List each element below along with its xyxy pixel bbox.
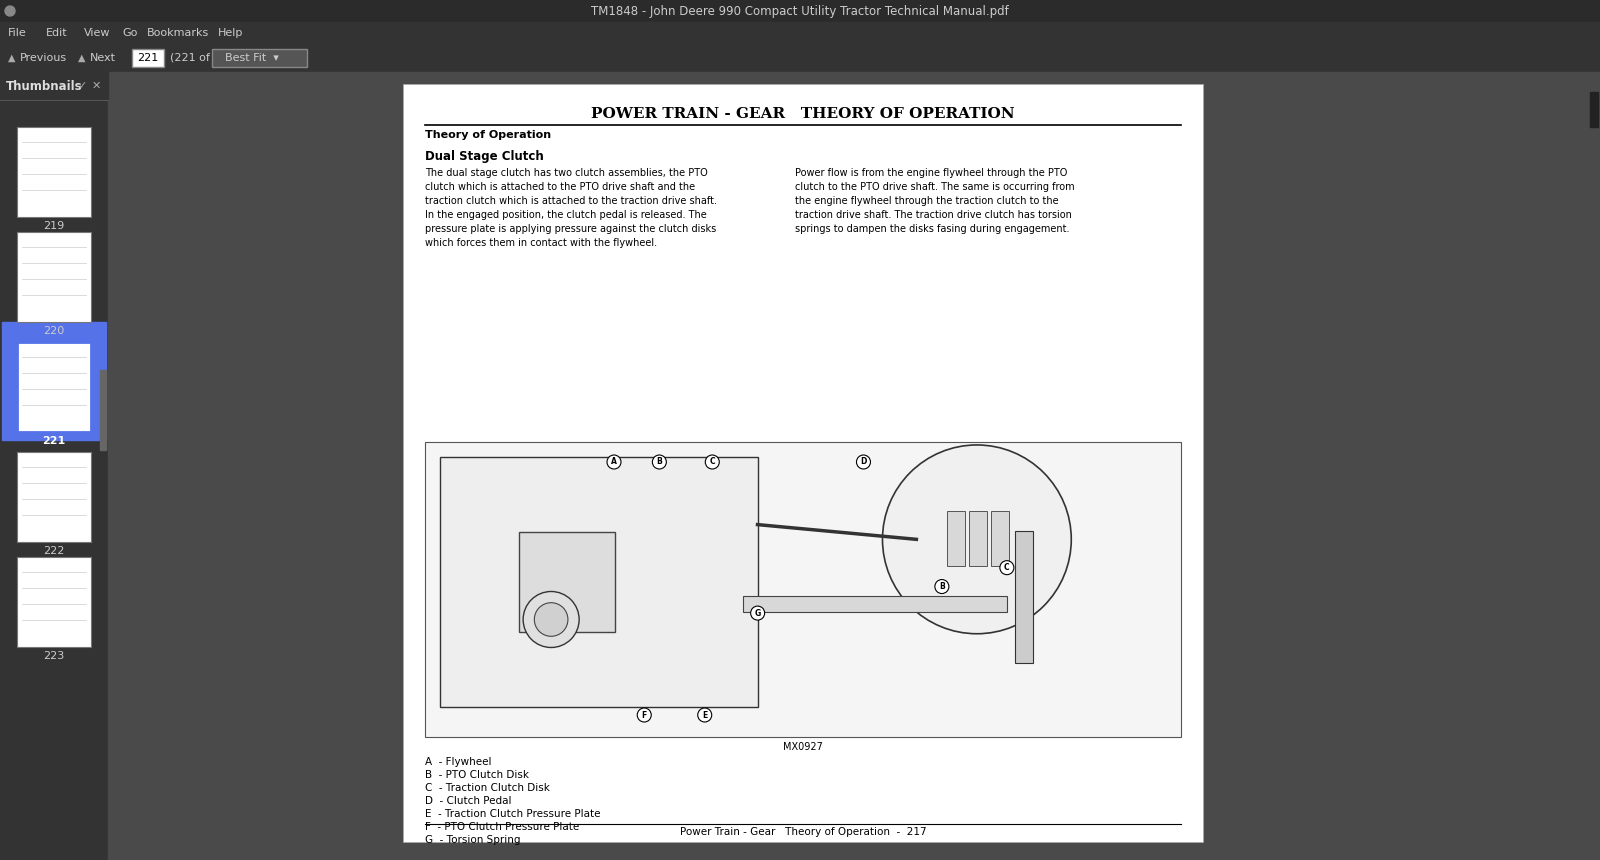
Bar — [1014, 531, 1032, 663]
Bar — [0, 72, 109, 100]
Text: E: E — [702, 710, 707, 720]
Circle shape — [5, 6, 14, 16]
Bar — [18, 557, 91, 647]
Bar — [990, 512, 1010, 567]
Circle shape — [1000, 561, 1014, 574]
Text: Help: Help — [218, 28, 243, 38]
Text: A  - Flywheel: A - Flywheel — [426, 757, 491, 767]
Circle shape — [934, 580, 949, 593]
Bar — [2, 322, 106, 440]
Bar — [0, 22, 1600, 44]
Circle shape — [883, 445, 1072, 634]
Bar — [99, 370, 106, 450]
Text: ✓: ✓ — [77, 81, 86, 91]
Text: Power Train - Gear   Theory of Operation  -  217: Power Train - Gear Theory of Operation -… — [680, 827, 926, 837]
Text: G: G — [755, 609, 760, 617]
Text: File: File — [8, 28, 27, 38]
Text: MX0927: MX0927 — [782, 742, 822, 752]
Text: 220: 220 — [43, 326, 64, 336]
Text: 221: 221 — [42, 436, 66, 446]
Text: D: D — [861, 458, 867, 466]
Bar — [0, 44, 1600, 72]
Text: Previous: Previous — [19, 53, 67, 63]
Bar — [18, 232, 91, 322]
Text: E  - Traction Clutch Pressure Plate: E - Traction Clutch Pressure Plate — [426, 809, 600, 819]
Text: Power flow is from the engine flywheel through the PTO
clutch to the PTO drive s: Power flow is from the engine flywheel t… — [795, 168, 1075, 234]
Text: (221 of 362): (221 of 362) — [170, 53, 238, 63]
Bar — [403, 84, 1203, 842]
Circle shape — [706, 455, 720, 469]
Text: B: B — [939, 582, 944, 591]
Circle shape — [856, 455, 870, 469]
Text: 223: 223 — [43, 651, 64, 661]
Bar — [947, 512, 965, 567]
Bar — [18, 127, 91, 217]
Text: A: A — [611, 458, 618, 466]
Bar — [520, 532, 614, 632]
Text: F: F — [642, 710, 646, 720]
Text: ▲: ▲ — [78, 53, 85, 63]
Text: TM1848 - John Deere 990 Compact Utility Tractor Technical Manual.pdf: TM1848 - John Deere 990 Compact Utility … — [590, 4, 1010, 17]
Circle shape — [606, 455, 621, 469]
Text: C  - Traction Clutch Disk: C - Traction Clutch Disk — [426, 783, 550, 793]
Circle shape — [534, 603, 568, 636]
Bar — [18, 452, 91, 542]
Circle shape — [653, 455, 666, 469]
Text: View: View — [83, 28, 110, 38]
Text: F  - PTO Clutch Pressure Plate: F - PTO Clutch Pressure Plate — [426, 822, 579, 832]
Text: B: B — [656, 458, 662, 466]
Text: D  - Clutch Pedal: D - Clutch Pedal — [426, 796, 512, 806]
Bar — [18, 342, 91, 432]
Circle shape — [750, 606, 765, 620]
Bar — [440, 457, 757, 707]
Bar — [131, 49, 165, 67]
Text: POWER TRAIN - GEAR   THEORY OF OPERATION: POWER TRAIN - GEAR THEORY OF OPERATION — [590, 107, 1014, 121]
Bar — [0, 72, 109, 860]
Text: Theory of Operation: Theory of Operation — [426, 130, 550, 140]
Text: 222: 222 — [43, 546, 64, 556]
Text: G  - Torsion Spring: G - Torsion Spring — [426, 835, 520, 845]
Text: C: C — [1005, 563, 1010, 572]
Text: Go: Go — [122, 28, 138, 38]
Text: Next: Next — [90, 53, 115, 63]
Bar — [211, 49, 307, 67]
Text: Dual Stage Clutch: Dual Stage Clutch — [426, 150, 544, 163]
Text: 221: 221 — [138, 53, 158, 63]
Text: Bookmarks: Bookmarks — [147, 28, 210, 38]
Circle shape — [523, 592, 579, 648]
Text: Thumbnails: Thumbnails — [6, 79, 83, 93]
Text: ▲: ▲ — [8, 53, 16, 63]
Text: B  - PTO Clutch Disk: B - PTO Clutch Disk — [426, 770, 530, 780]
Bar — [426, 442, 1181, 737]
Text: Best Fit  ▾: Best Fit ▾ — [226, 53, 278, 63]
Text: 219: 219 — [43, 221, 64, 231]
Bar — [0, 0, 1600, 22]
Bar — [742, 596, 1006, 612]
Text: C: C — [709, 458, 715, 466]
Circle shape — [698, 708, 712, 722]
Bar — [1590, 92, 1598, 127]
Text: Edit: Edit — [46, 28, 67, 38]
Bar — [970, 512, 987, 567]
Circle shape — [637, 708, 651, 722]
Text: ✕: ✕ — [91, 81, 101, 91]
Text: The dual stage clutch has two clutch assemblies, the PTO
clutch which is attache: The dual stage clutch has two clutch ass… — [426, 168, 717, 248]
